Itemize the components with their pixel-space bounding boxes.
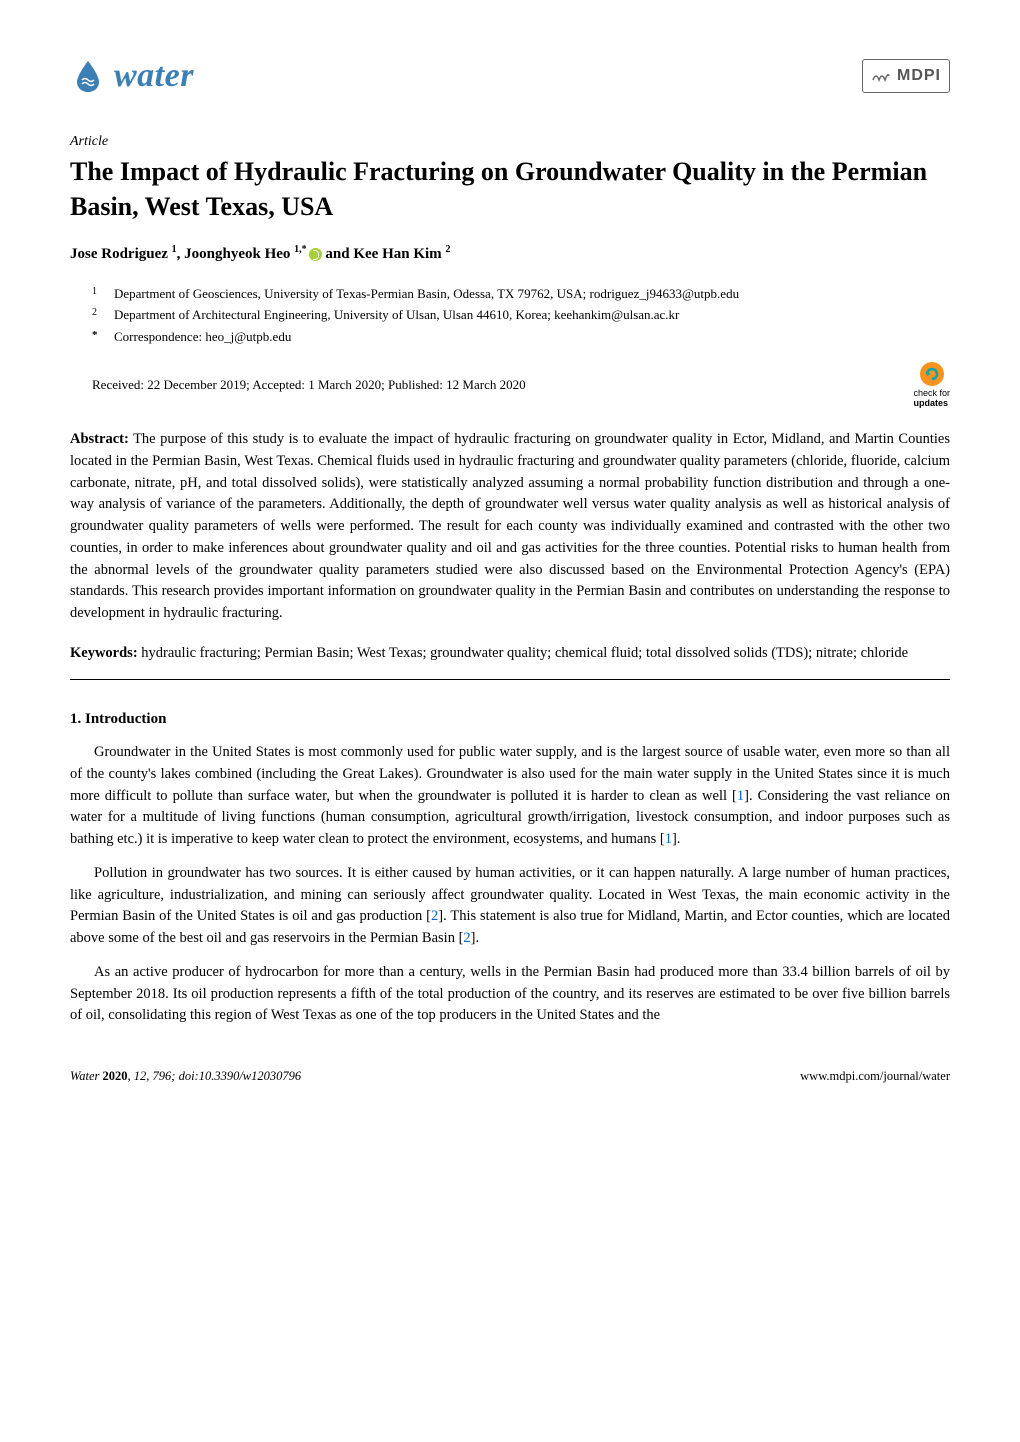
water-droplet-icon [70,58,106,94]
corr-text: Correspondence: heo_j@utpb.edu [114,327,291,347]
footer-right[interactable]: www.mdpi.com/journal/water [800,1067,950,1086]
affil-num-2: 2 [92,305,104,326]
intro-para-3: As an active producer of hydrocarbon for… [70,962,950,1027]
ref-link-2b[interactable]: 2 [463,930,470,946]
check-updates-badge[interactable]: check for updates [913,361,950,409]
corr-star: * [92,327,104,347]
article-title: The Impact of Hydraulic Fracturing on Gr… [70,154,950,224]
intro-para-2: Pollution in groundwater has two sources… [70,863,950,950]
ref-link-1b[interactable]: 1 [665,831,672,847]
affiliation-1: 1 Department of Geosciences, University … [92,284,950,305]
keywords-label: Keywords: [70,645,138,661]
separator [70,679,950,680]
abstract: Abstract: The purpose of this study is t… [70,429,950,625]
footer-left: Water 2020, 12, 796; doi:10.3390/w120307… [70,1067,301,1086]
footer: Water 2020, 12, 796; doi:10.3390/w120307… [70,1067,950,1086]
correspondence: * Correspondence: heo_j@utpb.edu [92,327,950,347]
intro-para-1: Groundwater in the United States is most… [70,742,950,851]
author-3: Kee Han Kim [353,246,441,262]
orcid-icon[interactable] [309,248,322,261]
check-updates-icon [919,361,945,387]
affil-num-1: 1 [92,284,104,305]
affil-text-1: Department of Geosciences, University of… [114,284,739,305]
mdpi-wave-icon [871,66,891,86]
article-type: Article [70,131,950,152]
abstract-label: Abstract: [70,431,129,447]
keywords-text: hydraulic fracturing; Permian Basin; Wes… [141,645,908,661]
publisher-name: MDPI [897,64,941,88]
author-2-affil: 1,* [294,244,307,255]
author-2: Joonghyeok Heo [184,246,290,262]
author-1-affil: 1 [172,244,177,255]
authors: Jose Rodriguez 1, Joonghyeok Heo 1,* and… [70,242,950,266]
journal-name: water [114,50,194,101]
affiliations: 1 Department of Geosciences, University … [92,284,950,348]
author-1: Jose Rodriguez [70,246,168,262]
journal-logo: water [70,50,194,101]
check-updates-text: check for updates [913,389,950,409]
section-1-heading: 1. Introduction [70,708,950,731]
affil-text-2: Department of Architectural Engineering,… [114,305,679,326]
publisher-logo: MDPI [862,59,950,93]
author-and: and [325,246,353,262]
header: water MDPI [70,50,950,101]
author-3-affil: 2 [445,244,450,255]
dates: Received: 22 December 2019; Accepted: 1 … [92,375,526,395]
keywords: Keywords: hydraulic fracturing; Permian … [70,643,950,665]
dates-row: Received: 22 December 2019; Accepted: 1 … [92,361,950,409]
affiliation-2: 2 Department of Architectural Engineerin… [92,305,950,326]
abstract-text: The purpose of this study is to evaluate… [70,431,950,621]
